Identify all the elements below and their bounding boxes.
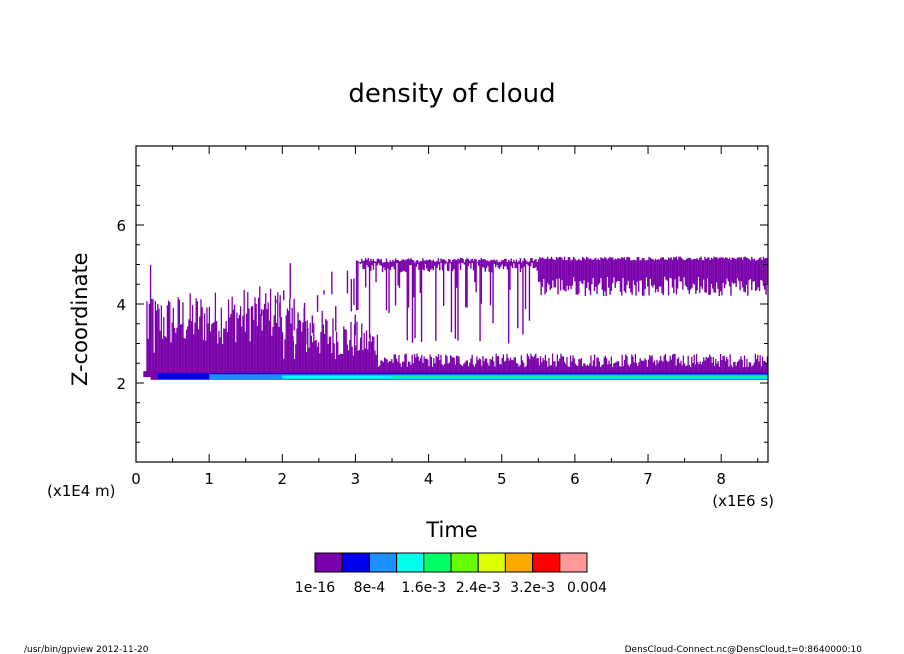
- x-tick-label: 2: [278, 470, 288, 488]
- x-tick-label: 0: [131, 470, 141, 488]
- y-tick-labels: 2 4 6: [116, 217, 126, 393]
- colorbar-swatch: [559, 552, 588, 573]
- colorbar-label: 0.004: [567, 580, 607, 596]
- y-unit-label: (x1E4 m): [47, 482, 116, 500]
- y-axis-label: Z-coordinate: [68, 252, 92, 386]
- contour-fill: [143, 256, 769, 380]
- x-tick-label: 1: [204, 470, 214, 488]
- colorbar-swatch: [314, 552, 343, 573]
- colorbar-label: 1e-16: [295, 580, 335, 596]
- colorbar-labels: 1e-16 8e-4 1.6e-3 2.4e-3 3.2e-3 0.004: [295, 580, 607, 596]
- x-tick-label: 6: [570, 470, 580, 488]
- x-tick-label: 4: [424, 470, 434, 488]
- axis-ticks: [135, 145, 768, 463]
- colorbar-swatch: [477, 552, 506, 573]
- y-tick-label: 2: [116, 375, 126, 393]
- y-tick-label: 6: [116, 217, 126, 235]
- colorbar: [314, 552, 588, 573]
- colorbar-swatch: [423, 552, 452, 573]
- colorbar-label: 2.4e-3: [456, 580, 501, 596]
- chart-title: density of cloud: [348, 79, 555, 109]
- colorbar-swatch: [368, 552, 398, 573]
- colorbar-swatch: [532, 552, 561, 573]
- colorbar-label: 3.2e-3: [510, 580, 555, 596]
- colorbar-swatch: [341, 552, 370, 573]
- x-tick-label: 8: [716, 470, 726, 488]
- colorbar-label: 8e-4: [354, 580, 386, 596]
- x-tick-label: 7: [643, 470, 653, 488]
- x-tick-labels: 0 1 2 3 4 5 6 7 8: [131, 470, 726, 488]
- footer-right: DensCloud-Connect.nc@DensCloud,t=0:86400…: [625, 645, 863, 654]
- x-tick-label: 3: [351, 470, 361, 488]
- region-bands: [143, 371, 769, 380]
- colorbar-swatch: [396, 552, 425, 573]
- x-unit-label: (x1E6 s): [712, 492, 774, 510]
- x-tick-label: 5: [497, 470, 507, 488]
- colorbar-swatch: [504, 552, 534, 573]
- footer-left: /usr/bin/gpview 2012-11-20: [24, 645, 149, 654]
- y-tick-label: 4: [116, 296, 126, 314]
- x-axis-label: Time: [425, 518, 477, 542]
- colorbar-swatch: [450, 552, 479, 573]
- colorbar-label: 1.6e-3: [401, 580, 446, 596]
- region-upper-cloud: [260, 256, 769, 345]
